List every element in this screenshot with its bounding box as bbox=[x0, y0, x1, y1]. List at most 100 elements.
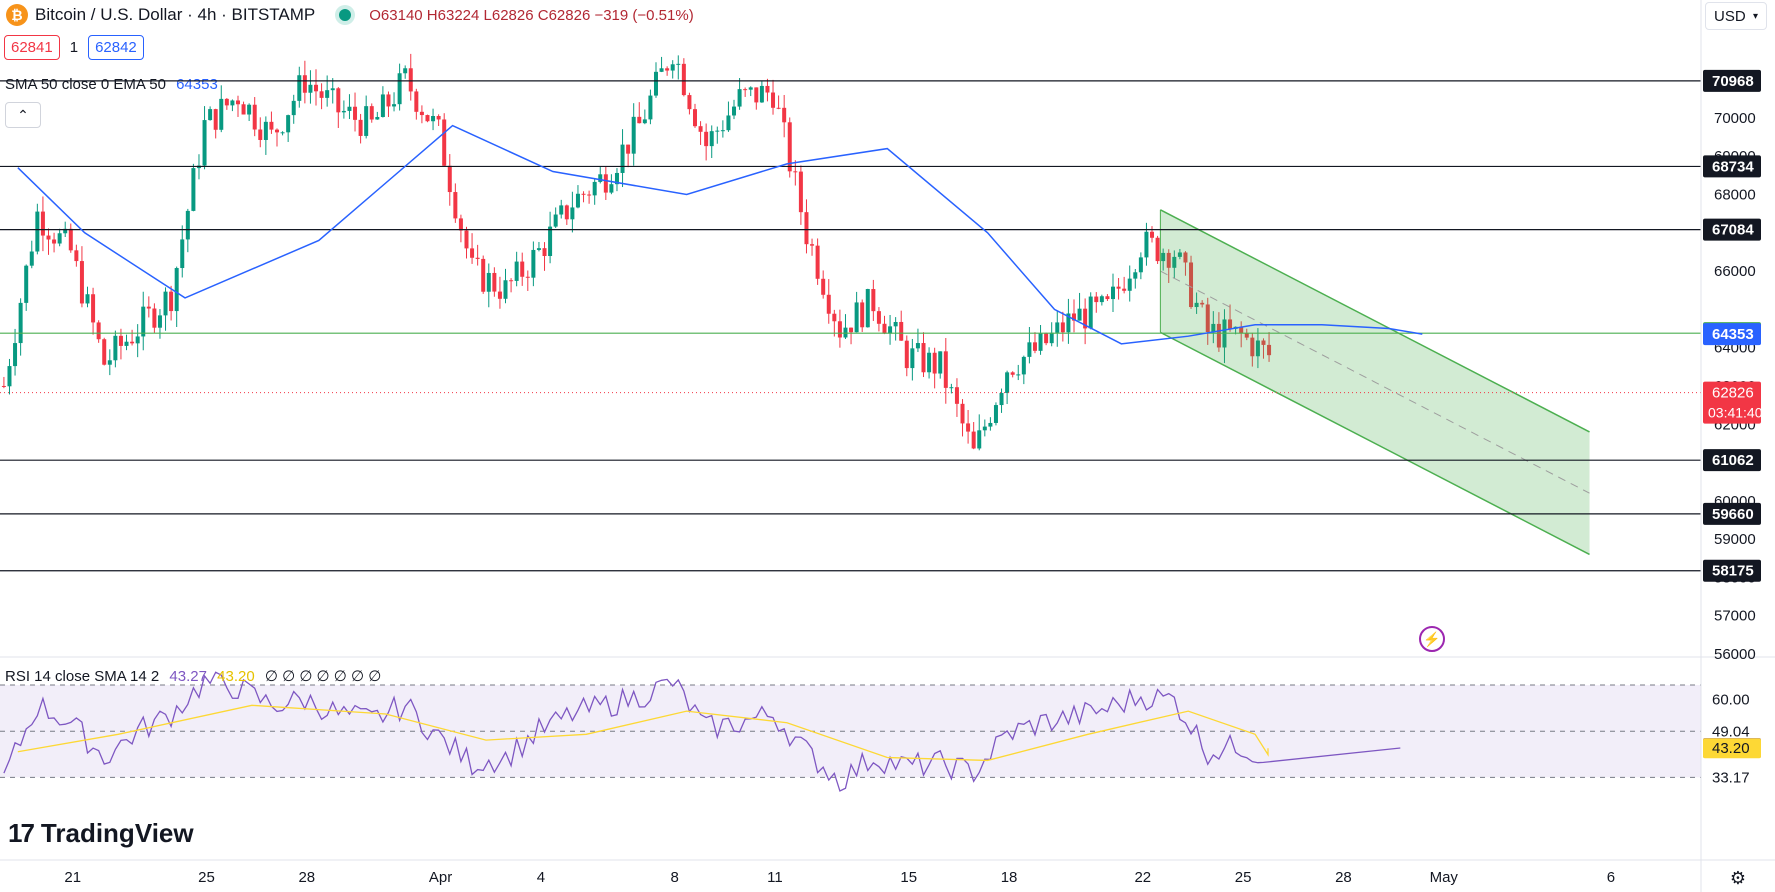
candle-body bbox=[603, 174, 608, 193]
sell-price-button[interactable]: 62841 bbox=[4, 35, 60, 60]
candle-body bbox=[408, 68, 413, 92]
time-tick-label: 8 bbox=[670, 869, 678, 886]
candle-body bbox=[347, 106, 352, 111]
candle-body bbox=[966, 423, 971, 432]
candle-body bbox=[1172, 256, 1177, 268]
rsi-tick-label: 33.17 bbox=[1712, 769, 1750, 786]
tradingview-logo[interactable]: 17 TradingView bbox=[8, 818, 194, 849]
candle-body bbox=[1021, 356, 1026, 375]
rsi-extra-values: ∅ ∅ ∅ ∅ ∅ ∅ ∅ bbox=[264, 668, 382, 685]
candle-body bbox=[993, 405, 998, 423]
candle-body bbox=[74, 250, 79, 262]
currency-selector[interactable]: USD ▾ bbox=[1705, 2, 1767, 30]
sma-legend[interactable]: SMA 50 close 0 EMA 50 64353 bbox=[5, 76, 218, 93]
level-tag-59660: 59660 bbox=[1712, 506, 1754, 523]
candle-body bbox=[704, 131, 709, 147]
candle-body bbox=[29, 251, 34, 266]
rsi-label: RSI 14 close SMA 14 2 bbox=[5, 668, 160, 685]
candle-body bbox=[765, 85, 770, 93]
candle-body bbox=[230, 100, 235, 106]
candle-body bbox=[626, 144, 631, 154]
time-tick-label: May bbox=[1430, 869, 1459, 886]
candle-body bbox=[798, 171, 803, 213]
candle-body bbox=[899, 321, 904, 341]
candle-body bbox=[386, 94, 391, 107]
sma-value: 64353 bbox=[176, 76, 218, 93]
candle-body bbox=[1105, 296, 1110, 300]
candle-body bbox=[1183, 252, 1188, 263]
candle-body bbox=[169, 291, 174, 312]
candle-body bbox=[213, 109, 218, 130]
candle-body bbox=[732, 106, 737, 116]
candle-body bbox=[1032, 342, 1037, 351]
candle-body bbox=[536, 248, 541, 250]
candle-body bbox=[107, 360, 112, 365]
level-tag-68734: 68734 bbox=[1712, 158, 1754, 175]
channel-lower-line bbox=[1160, 331, 1590, 556]
candle-body bbox=[598, 174, 603, 182]
rsi-legend[interactable]: RSI 14 close SMA 14 2 43.27 43.20 ∅ ∅ ∅ … bbox=[5, 667, 381, 685]
candle-body bbox=[548, 226, 553, 257]
candle-body bbox=[431, 115, 436, 122]
candle-body bbox=[1155, 237, 1160, 262]
collapse-legend-button[interactable]: ⌃ bbox=[5, 102, 41, 128]
sma50-line bbox=[17, 124, 1423, 345]
candle-body bbox=[375, 116, 380, 120]
candle-body bbox=[698, 126, 703, 132]
candle-body bbox=[854, 302, 859, 333]
candle-body bbox=[592, 181, 597, 196]
lightning-icon[interactable]: ⚡ bbox=[1419, 626, 1445, 652]
candle-body bbox=[804, 212, 809, 245]
candle-body bbox=[79, 261, 84, 304]
candle-body bbox=[275, 129, 279, 133]
candle-body bbox=[1038, 333, 1043, 351]
candle-body bbox=[737, 89, 742, 107]
candle-body bbox=[314, 84, 319, 92]
candle-body bbox=[676, 63, 681, 65]
candle-body bbox=[18, 302, 23, 344]
brand-name: TradingView bbox=[40, 818, 194, 848]
candle-body bbox=[325, 90, 330, 98]
rsi-layer bbox=[0, 671, 1701, 792]
candle-body bbox=[1200, 302, 1205, 305]
rsi-tick-label: 49.04 bbox=[1712, 723, 1750, 740]
candle-body bbox=[414, 91, 419, 112]
candle-body bbox=[826, 294, 831, 314]
rsi-sma-value-tag: 43.20 bbox=[1712, 740, 1750, 757]
time-tick-label: Apr bbox=[429, 869, 452, 886]
buy-price-button[interactable]: 62842 bbox=[88, 35, 144, 60]
candle-body bbox=[821, 278, 826, 295]
price-tick-label: 68000 bbox=[1714, 187, 1756, 204]
candle-body bbox=[843, 327, 848, 338]
chart-header: ₿ Bitcoin / U.S. Dollar · 4h · BITSTAMP … bbox=[0, 0, 694, 30]
market-status-icon[interactable] bbox=[339, 9, 352, 21]
candle-body bbox=[921, 343, 926, 373]
rsi-value: 43.27 bbox=[169, 668, 207, 685]
candle-body bbox=[787, 122, 792, 172]
candle-body bbox=[637, 116, 642, 124]
candle-body bbox=[776, 107, 781, 109]
candle-body bbox=[871, 289, 876, 312]
candle-body bbox=[1161, 252, 1166, 262]
time-tick-label: 21 bbox=[64, 869, 81, 886]
candle-body bbox=[369, 106, 374, 120]
level-tag-58175: 58175 bbox=[1712, 563, 1754, 580]
candle-body bbox=[1244, 333, 1249, 338]
candle-body bbox=[353, 106, 358, 120]
candle-body bbox=[180, 239, 185, 269]
candle-body bbox=[481, 258, 486, 292]
time-tick-label: 28 bbox=[298, 869, 315, 886]
candle-body bbox=[1071, 313, 1076, 321]
candle-body bbox=[1, 385, 6, 387]
symbol-title[interactable]: Bitcoin / U.S. Dollar · 4h · BITSTAMP bbox=[35, 5, 316, 24]
settings-gear-icon: ⚙ bbox=[1730, 868, 1746, 888]
time-tick-label: 18 bbox=[1001, 869, 1018, 886]
candle-body bbox=[982, 426, 987, 431]
candle-body bbox=[224, 98, 229, 106]
price-tick-label: 57000 bbox=[1714, 608, 1756, 625]
candle-body bbox=[1122, 288, 1127, 291]
candle-body bbox=[754, 87, 759, 103]
candle-body bbox=[720, 130, 725, 132]
